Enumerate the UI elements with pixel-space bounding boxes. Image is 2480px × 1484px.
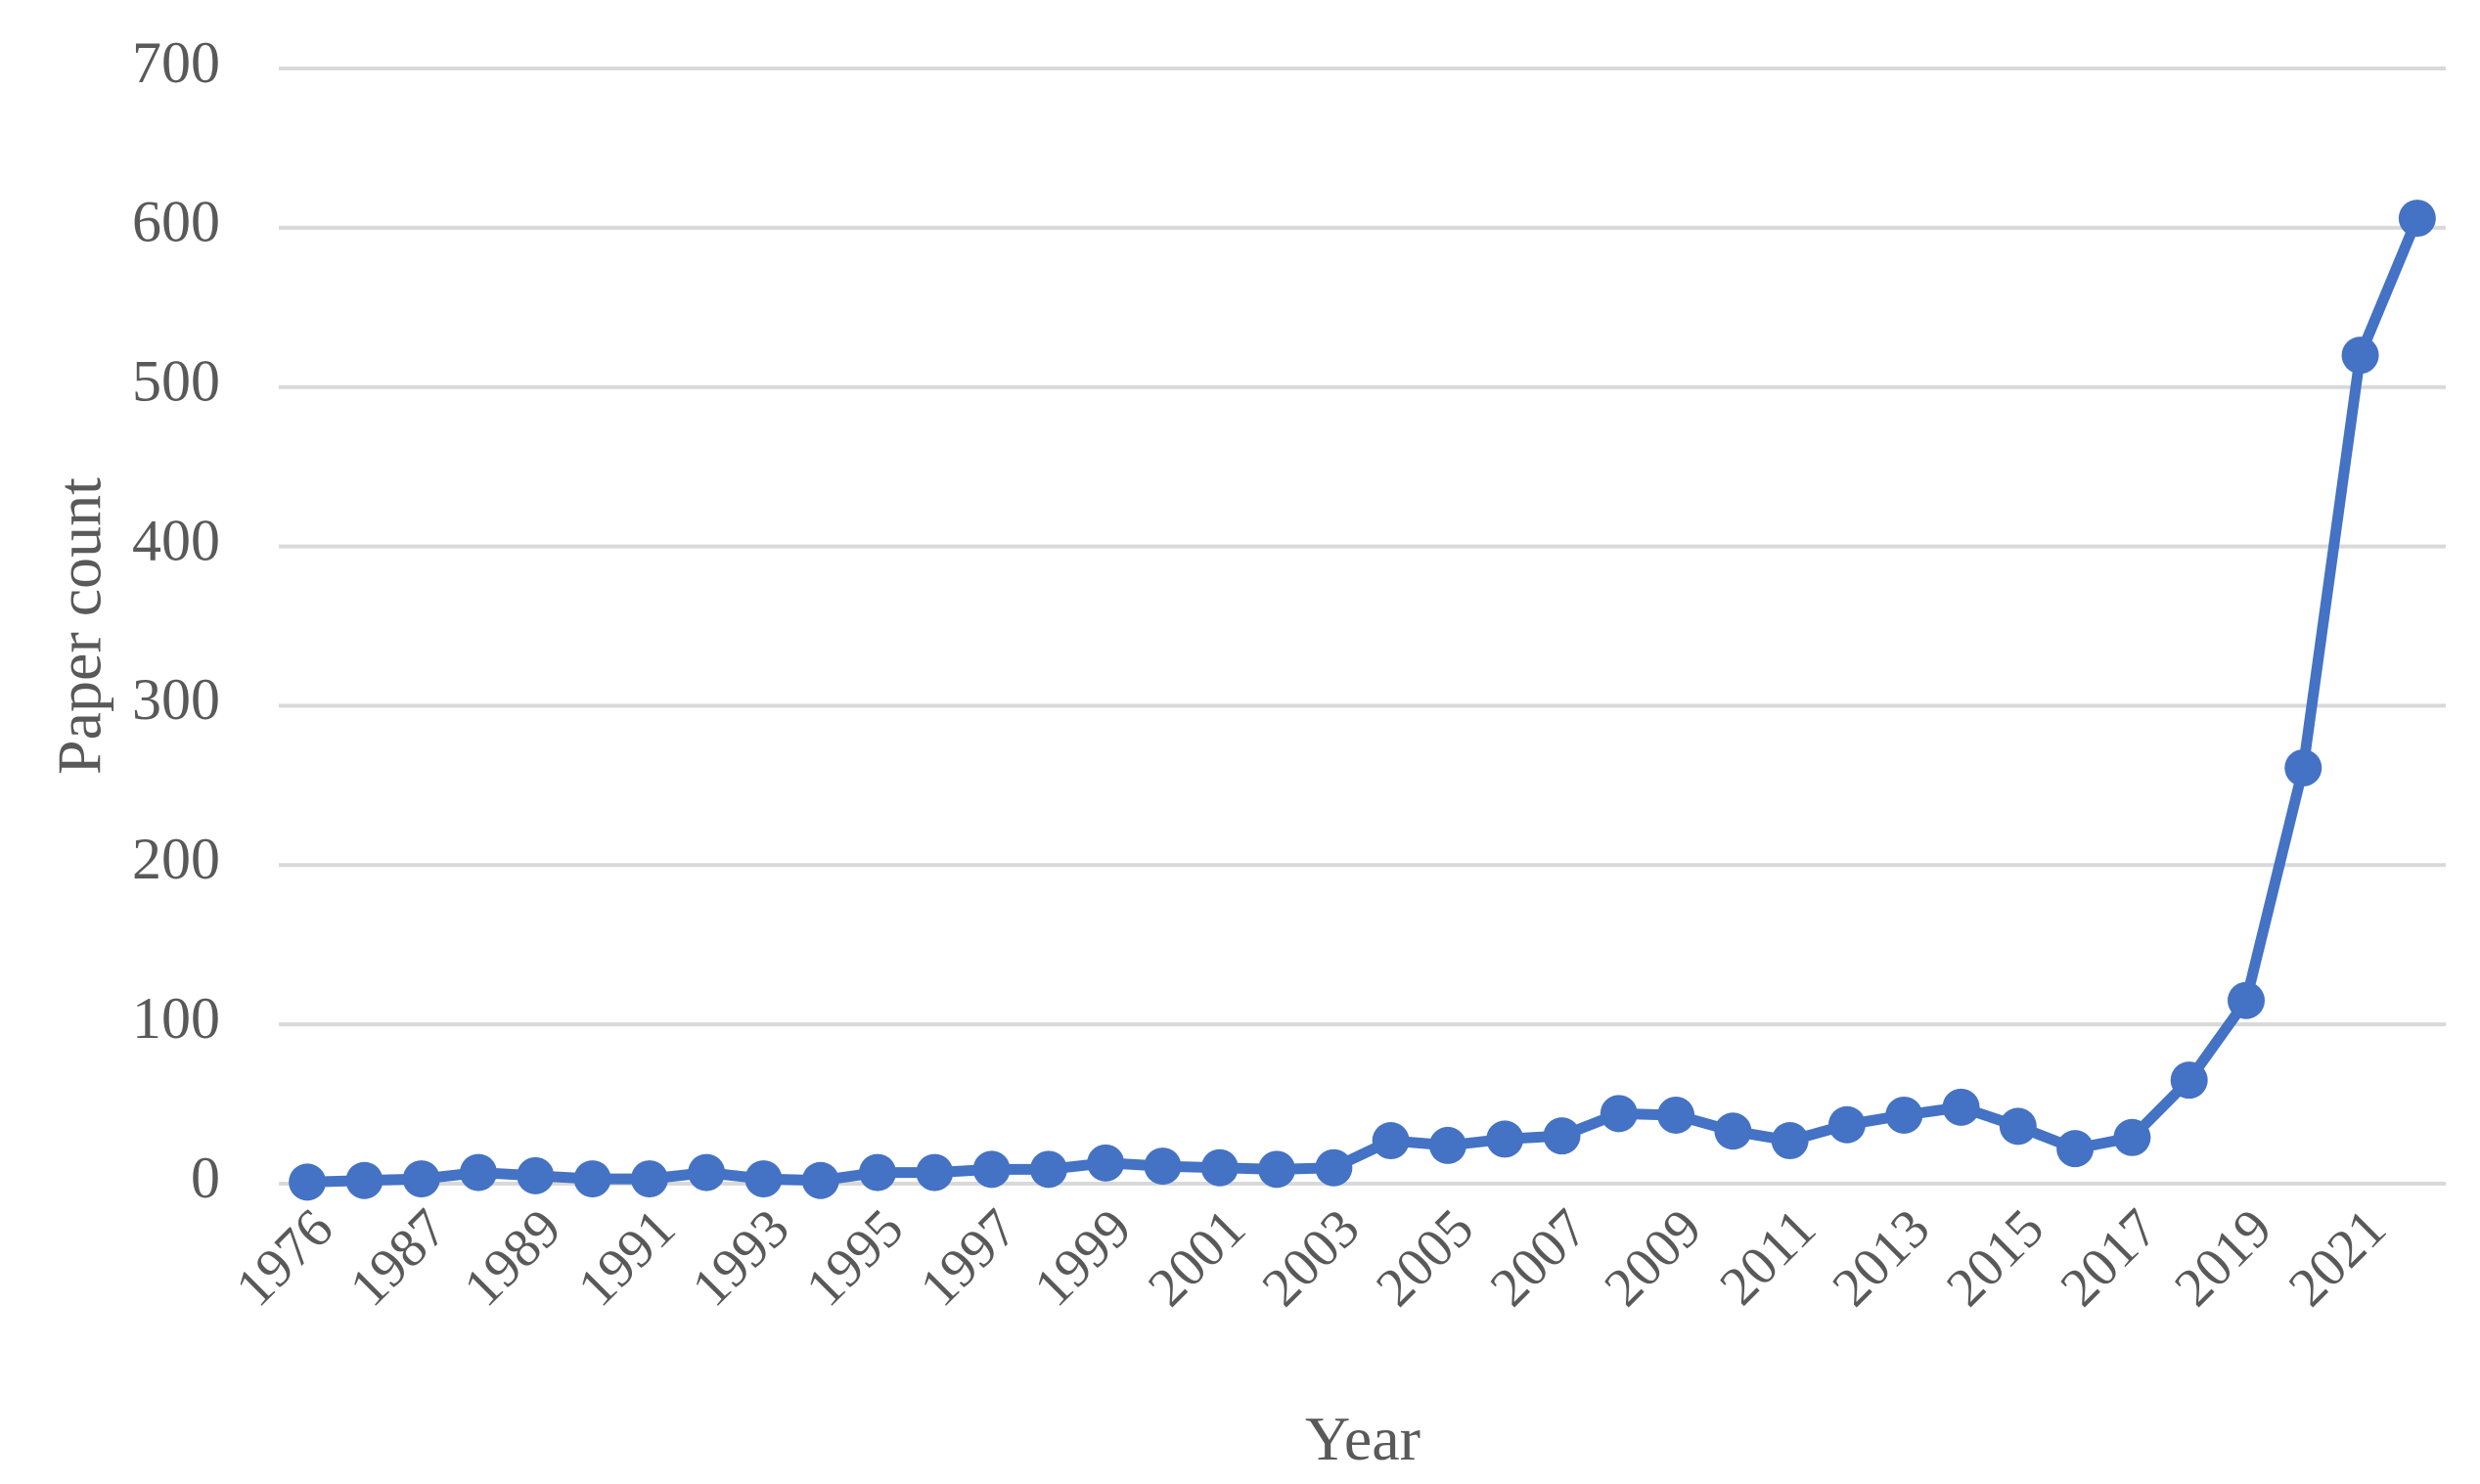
x-tick-label: 2015 (1935, 1197, 2055, 1318)
data-point-2014 (1942, 1088, 1980, 1126)
data-point-1992 (688, 1153, 726, 1192)
data-point-2019 (2227, 981, 2265, 1019)
data-point-2000 (1144, 1147, 1182, 1186)
y-tick-label: 100 (132, 986, 220, 1051)
data-point-2005 (1428, 1126, 1466, 1164)
y-axis-ticks: 0 100 200 300 400 500 600 700 (132, 30, 220, 1210)
data-point-1986 (345, 1161, 383, 1199)
data-point-1994 (801, 1161, 839, 1199)
x-tick-label: 2011 (1708, 1197, 1827, 1317)
data-point-2020 (2284, 748, 2322, 787)
data-point-1991 (630, 1160, 668, 1198)
y-tick-label: 0 (191, 1146, 220, 1210)
x-tick-label: 2019 (2163, 1197, 2283, 1318)
x-tick-label: 2013 (1821, 1197, 1941, 1318)
data-point-1988 (460, 1153, 498, 1192)
x-tick-label: 2021 (2277, 1197, 2398, 1318)
data-point-2006 (1486, 1120, 1524, 1158)
x-tick-label: 1999 (1022, 1197, 1143, 1318)
data-point-2013 (1885, 1096, 1923, 1134)
y-tick-label: 500 (132, 348, 220, 413)
data-point-1976 (289, 1163, 327, 1201)
y-axis-title: Paper count (45, 477, 114, 775)
data-point-2001 (1200, 1148, 1239, 1187)
series-line (301, 212, 2423, 1188)
series-group (289, 200, 2436, 1201)
data-point-1997 (972, 1150, 1011, 1189)
x-tick-label: 1993 (681, 1197, 801, 1318)
data-point-2010 (1714, 1112, 1752, 1150)
data-point-1998 (1029, 1150, 1067, 1189)
x-tick-label: 1976 (224, 1197, 344, 1318)
x-tick-label: 2017 (2050, 1197, 2170, 1318)
data-point-1990 (573, 1160, 611, 1198)
y-tick-label: 400 (132, 508, 220, 572)
y-tick-label: 700 (132, 30, 220, 95)
x-axis-ticks: 1976198719891991199319951997199920012003… (224, 1197, 2397, 1318)
data-point-2003 (1315, 1148, 1353, 1187)
data-point-2016 (2056, 1130, 2095, 1168)
data-point-1995 (859, 1153, 897, 1192)
x-tick-label: 2009 (1593, 1197, 1713, 1318)
data-point-2011 (1771, 1122, 1809, 1160)
x-tick-label: 2003 (1251, 1197, 1372, 1318)
data-point-1996 (916, 1153, 954, 1192)
data-point-2021 (2341, 337, 2379, 375)
y-tick-label: 300 (132, 667, 220, 732)
data-point-2007 (1543, 1117, 1581, 1155)
x-axis-title: Year (1305, 1404, 1420, 1473)
y-tick-label: 600 (132, 190, 220, 254)
data-point-2009 (1657, 1096, 1695, 1134)
data-point-1989 (517, 1156, 555, 1194)
x-tick-label: 2005 (1365, 1197, 1485, 1318)
x-tick-label: 1989 (453, 1197, 573, 1318)
gridlines (279, 67, 2446, 1186)
data-point-2018 (2170, 1061, 2208, 1100)
data-point-2012 (1827, 1105, 1866, 1144)
x-tick-label: 1991 (566, 1197, 687, 1318)
data-point-1993 (744, 1160, 783, 1198)
data-point-2015 (1999, 1107, 2037, 1146)
x-tick-label: 2007 (1479, 1197, 1600, 1318)
data-point-2004 (1372, 1122, 1410, 1160)
data-point-2017 (2113, 1118, 2151, 1156)
x-tick-label: 1997 (909, 1197, 1029, 1318)
x-tick-label: 1987 (338, 1197, 459, 1318)
data-point-1999 (1087, 1144, 1125, 1182)
x-tick-label: 1995 (794, 1197, 915, 1318)
x-tick-label: 2001 (1137, 1197, 1257, 1318)
data-point-2022 (2398, 200, 2436, 238)
data-point-2002 (1258, 1150, 1296, 1189)
data-point-2008 (1600, 1095, 1638, 1133)
data-point-1987 (402, 1160, 440, 1198)
y-tick-label: 200 (132, 827, 220, 891)
